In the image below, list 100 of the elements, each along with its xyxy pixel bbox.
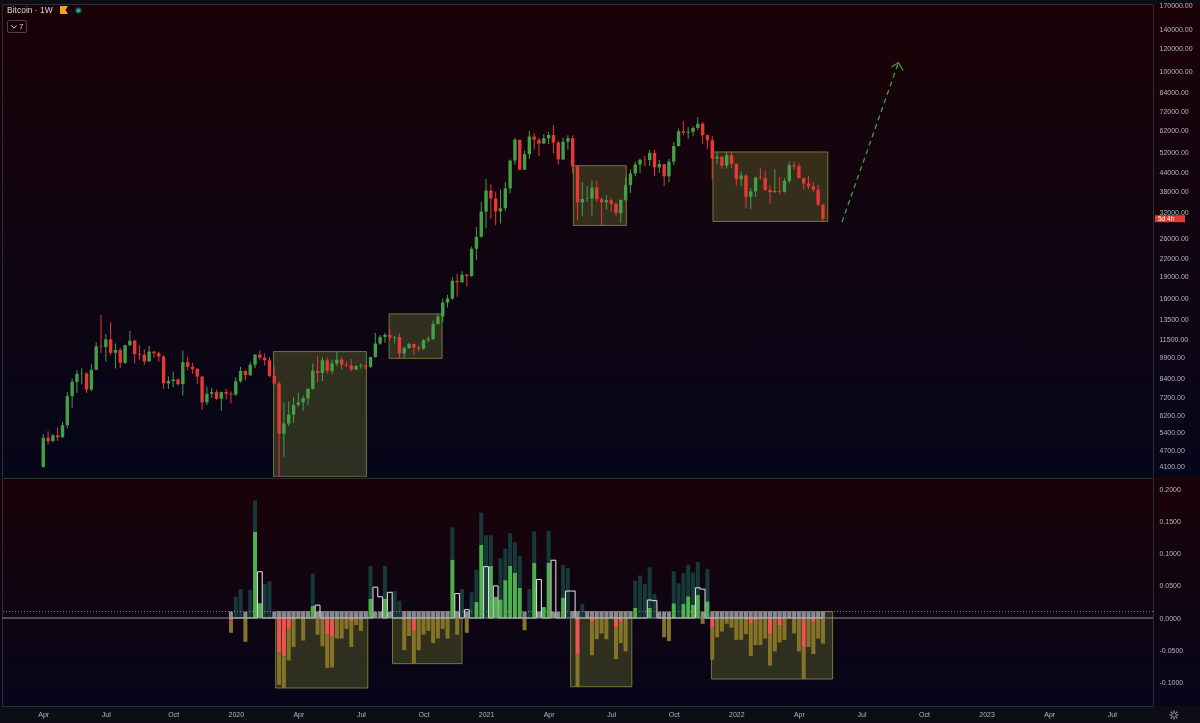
bar (450, 527, 455, 560)
candlestick (623, 176, 628, 202)
bar (532, 562, 537, 619)
bar (358, 618, 363, 631)
candlestick (70, 378, 74, 409)
bar (402, 620, 407, 651)
bar (253, 531, 258, 619)
bar (392, 591, 397, 619)
candlestick (758, 167, 763, 181)
bar (662, 618, 667, 638)
annotation: 7 (19, 22, 24, 31)
bar (445, 618, 450, 639)
candlestick (359, 362, 363, 370)
bar (705, 569, 710, 602)
bar (262, 583, 267, 619)
bar (238, 589, 243, 619)
candlestick (715, 151, 719, 165)
bar (782, 618, 787, 640)
candlestick (104, 333, 108, 363)
candlestick (176, 377, 180, 387)
bar (339, 618, 344, 639)
candlestick (287, 401, 291, 427)
candlestick (537, 137, 541, 157)
bar (248, 589, 253, 619)
candlestick (282, 401, 286, 458)
candlestick (672, 141, 676, 166)
candlestick (108, 321, 113, 356)
candlestick (513, 137, 517, 166)
candlestick (94, 341, 98, 371)
bar (734, 618, 739, 640)
bar (253, 500, 258, 532)
candlestick (224, 388, 228, 401)
bar (382, 598, 387, 619)
candlestick (739, 171, 743, 187)
bar (488, 565, 493, 619)
bar (228, 620, 233, 633)
candlestick (749, 187, 753, 210)
bar (527, 589, 532, 619)
candlestick (590, 180, 594, 217)
candlestick (710, 135, 714, 180)
candlestick (431, 320, 435, 341)
bar (382, 565, 387, 599)
candlestick (773, 168, 777, 194)
bar (666, 618, 671, 642)
candlestick (638, 158, 642, 174)
candlestick (667, 158, 671, 183)
candlestick (128, 330, 132, 347)
toggle-button[interactable]: 7 (7, 20, 28, 33)
bar (267, 581, 272, 619)
candlestick (484, 178, 488, 229)
bar (277, 652, 282, 685)
candlestick (320, 356, 325, 382)
bar (575, 618, 580, 655)
candlestick (792, 161, 796, 171)
bar (301, 618, 306, 641)
bar (604, 618, 609, 640)
bar (801, 618, 806, 647)
candlestick (551, 124, 556, 154)
bar (811, 622, 816, 654)
candlestick (489, 183, 493, 220)
bar (768, 618, 773, 635)
bar (575, 654, 580, 687)
candlestick (691, 125, 695, 137)
candlestick (561, 137, 565, 161)
bar (310, 573, 315, 606)
candlestick (80, 367, 84, 385)
chart-title: Bitcoin · 1W (7, 5, 53, 15)
candlestick (450, 276, 455, 301)
candlestick (744, 173, 748, 210)
bar (411, 618, 416, 631)
bar (561, 597, 566, 619)
candlestick (137, 344, 142, 361)
candlestick (181, 349, 185, 396)
bar (464, 618, 469, 633)
candlestick (407, 341, 411, 350)
candlestick (383, 332, 387, 344)
bar (758, 618, 763, 645)
candlestick (412, 343, 416, 356)
bar (820, 618, 825, 644)
candlestick (628, 168, 633, 194)
candlestick (75, 369, 79, 394)
bar (243, 618, 248, 642)
bar (368, 565, 373, 599)
candlestick (205, 385, 209, 406)
bar (455, 618, 460, 635)
candlestick (686, 126, 690, 140)
candlestick (816, 184, 820, 207)
bar (459, 589, 464, 619)
candlestick (585, 185, 589, 203)
candlestick (787, 161, 791, 184)
bar (695, 594, 700, 619)
bar (532, 531, 537, 563)
candlestick (465, 273, 469, 287)
candlestick (306, 387, 310, 406)
candlestick (503, 181, 507, 212)
bar (710, 618, 715, 628)
candlestick (768, 184, 772, 205)
bar (546, 530, 551, 563)
bar (522, 618, 527, 631)
candlestick (229, 390, 233, 404)
